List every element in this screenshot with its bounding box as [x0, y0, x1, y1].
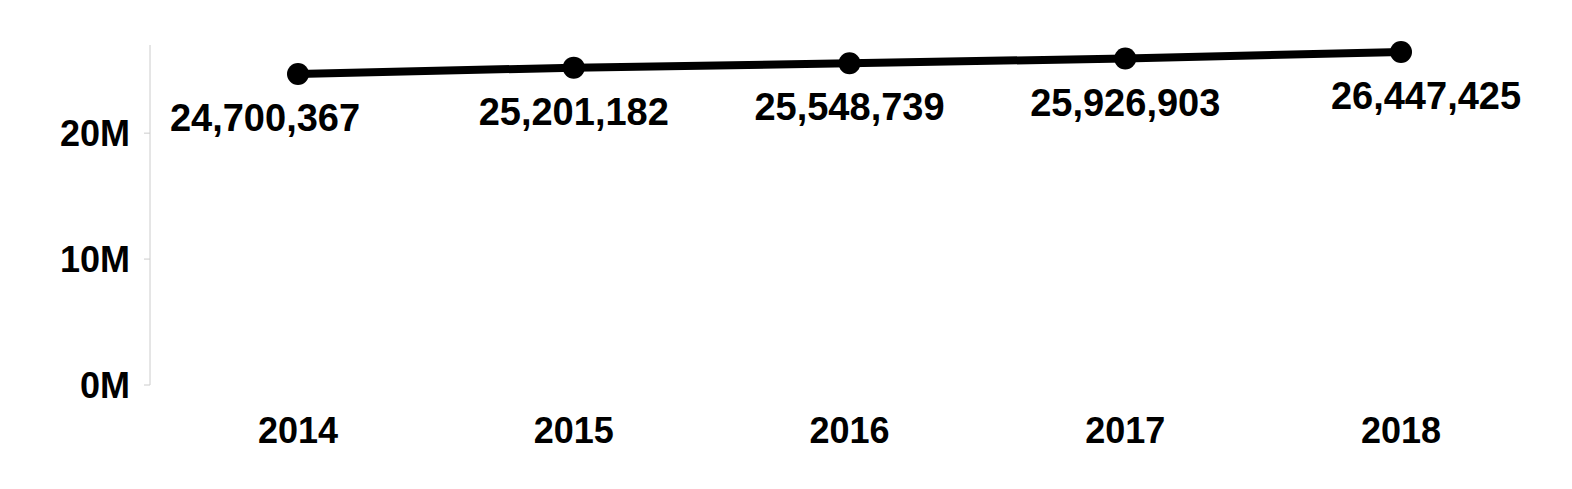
data-point [839, 52, 861, 74]
data-line [298, 52, 1401, 74]
data-point [1114, 48, 1136, 70]
data-label: 24,700,367 [170, 97, 360, 139]
data-point [1390, 41, 1412, 63]
chart-svg: 0M 10M 20M 2014 2015 2016 2017 2018 24,700,367 25… [0, 0, 1572, 489]
data-label: 25,926,903 [1030, 82, 1220, 124]
x-tick-label: 2014 [258, 410, 338, 451]
y-tick [144, 133, 150, 134]
data-label: 25,548,739 [754, 86, 944, 128]
y-tick [144, 385, 150, 386]
data-point [563, 57, 585, 79]
x-tick-label: 2017 [1085, 410, 1165, 451]
data-label: 25,201,182 [479, 91, 669, 133]
chart-container: 0M 10M 20M 2014 2015 2016 2017 2018 24,700,367 25… [0, 0, 1572, 489]
data-point [287, 63, 309, 85]
x-tick-label: 2015 [534, 410, 614, 451]
y-tick-label: 0M [80, 365, 130, 406]
y-tick-label: 20M [60, 113, 130, 154]
plot-area [287, 41, 1412, 85]
data-label: 26,447,425 [1331, 75, 1521, 117]
y-tick [144, 259, 150, 260]
x-tick-label: 2016 [809, 410, 889, 451]
y-tick-label: 10M [60, 239, 130, 280]
x-tick-label: 2018 [1361, 410, 1441, 451]
y-axis-line [150, 45, 151, 385]
